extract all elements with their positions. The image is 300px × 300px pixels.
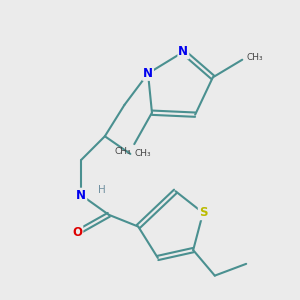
Text: O: O [72, 226, 82, 239]
Text: S: S [199, 206, 207, 219]
Text: N: N [143, 67, 153, 80]
Text: N: N [76, 189, 86, 202]
Text: CH₃: CH₃ [115, 147, 131, 156]
Text: N: N [178, 45, 188, 58]
Text: CH₃: CH₃ [247, 53, 264, 62]
Text: H: H [98, 185, 106, 195]
Text: CH₃: CH₃ [134, 149, 151, 158]
